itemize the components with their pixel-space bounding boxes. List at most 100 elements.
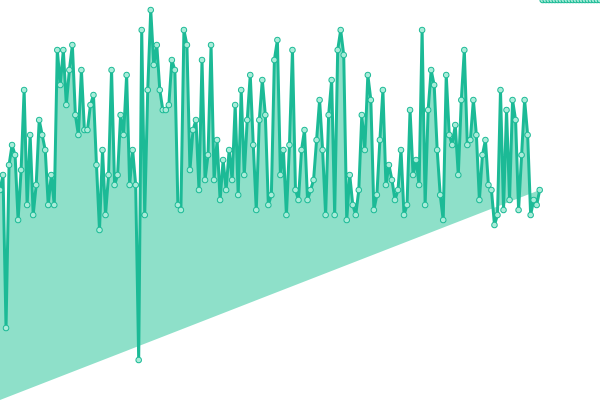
data-point [90,91,97,99]
data-point [461,46,468,54]
data-point [268,191,275,199]
data-point [23,201,31,209]
data-point [494,211,501,219]
data-point [195,186,203,194]
data-point [334,46,341,54]
data-point [382,181,390,189]
data-point [403,201,411,209]
data-point [5,161,13,169]
data-point [310,176,317,184]
data-point [283,211,290,219]
data-point [533,201,540,209]
data-point [14,216,22,224]
data-point [352,211,360,219]
data-point [319,146,326,154]
data-point [99,146,106,154]
data-point [454,171,462,179]
data-point [135,356,142,364]
data-point [349,201,357,209]
data-point [165,101,173,109]
data-point [96,226,103,234]
data-point [376,136,384,144]
data-point [102,211,109,219]
data-point [265,201,272,209]
data-point [439,216,447,224]
data-point [436,191,444,199]
data-point [41,146,49,154]
data-point [458,96,465,104]
data-point [325,111,332,119]
data-point [132,181,139,189]
data-point [400,211,408,219]
data-point [17,166,25,174]
data-point [180,26,188,34]
data-point [491,221,498,229]
data-point [277,171,284,179]
data-point [153,41,161,49]
data-point [114,171,121,179]
data-point [120,131,127,139]
data-point [430,81,438,89]
data-point [138,26,146,34]
data-point [44,201,52,209]
data-point [536,186,544,194]
data-point [509,96,516,104]
data-point [355,186,363,194]
data-point [93,161,100,169]
data-point [406,106,414,114]
data-point [596,0,600,4]
data-point [518,151,525,159]
data-point [35,116,43,124]
data-point [87,101,94,109]
data-point [409,171,417,179]
data-point [126,181,133,189]
data-point [75,131,82,139]
data-point [162,106,170,114]
data-point [252,206,260,214]
data-point [168,56,176,64]
data-point [256,116,263,124]
data-point [69,41,76,49]
data-point [364,71,372,79]
data-point [2,324,10,332]
data-point [57,81,64,89]
data-point [367,96,375,104]
data-point [479,151,486,159]
data-point [373,191,381,199]
data-point [521,96,528,104]
data-point [11,151,19,159]
data-point [512,116,519,124]
data-point [234,191,242,199]
data-point [183,41,191,49]
data-point [358,111,366,119]
data-point [20,86,28,94]
data-point [424,106,432,114]
data-point [298,146,305,154]
data-point [445,131,453,139]
data-point [451,121,459,129]
data-point [289,46,296,54]
data-point [464,141,471,149]
data-point [313,136,320,144]
data-point [219,156,227,164]
data-point [213,136,221,144]
data-point [530,196,537,204]
data-point [331,211,338,219]
data-point [174,201,182,209]
data-point [418,26,426,34]
data-point [8,141,16,149]
data-point [385,161,393,169]
data-point [316,96,323,104]
data-point [361,146,369,154]
data-point [274,36,281,44]
data-point [105,171,112,179]
data-point [307,186,314,194]
data-point [415,181,423,189]
data-point [503,106,510,114]
data-point [482,136,489,144]
data-point [246,71,254,79]
data-point [421,201,429,209]
data-point [470,96,477,104]
data-point [427,66,435,74]
data-point [141,211,149,219]
